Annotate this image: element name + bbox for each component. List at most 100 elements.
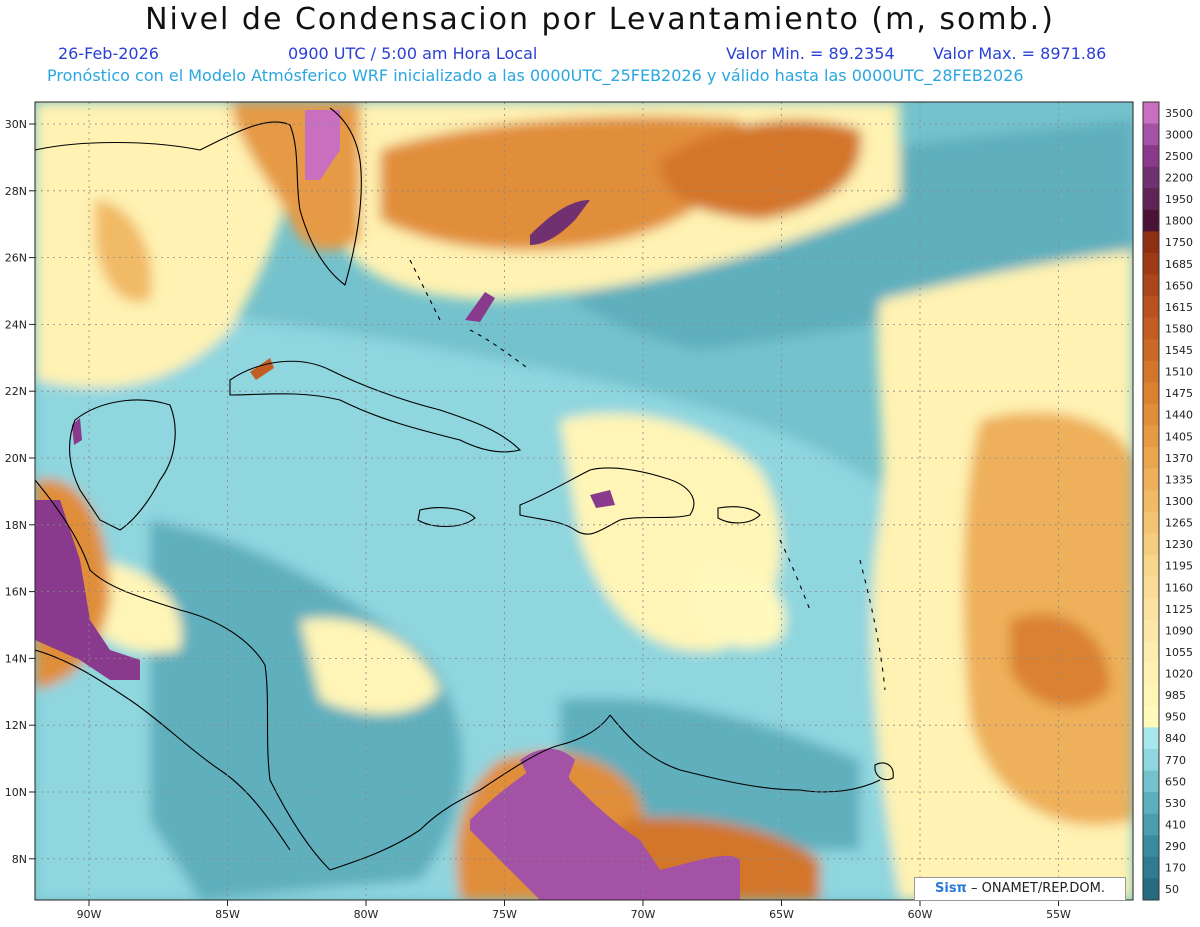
field-smooth: [35, 102, 1133, 900]
field-purple-ca: [35, 500, 140, 680]
colorbar-swatch: [1143, 792, 1159, 815]
colorbar-label: 3000: [1165, 128, 1193, 141]
lat-tick-label: 30N: [5, 118, 27, 131]
colorbar-label: 410: [1165, 819, 1186, 832]
colorbar-swatch: [1143, 468, 1159, 491]
colorbar-label: 2500: [1165, 150, 1193, 163]
field-orange-gulf: [95, 200, 152, 302]
colorbar-swatch: [1143, 619, 1159, 642]
colorbar-label: 1750: [1165, 236, 1193, 249]
lat-tick-label: 28N: [5, 185, 27, 198]
colorbar-swatch: [1143, 684, 1159, 707]
coast-trinidad: [874, 762, 894, 781]
value-max: Valor Max. = 8971.86: [933, 44, 1107, 63]
colorbar-label: 1125: [1165, 603, 1193, 616]
colorbar-label: 1510: [1165, 366, 1193, 379]
field-purple-sa2: [520, 748, 575, 800]
forecast-description: Pronóstico con el Modelo Atmósferico WRF…: [47, 66, 1024, 85]
colorbar-swatch: [1143, 705, 1159, 728]
colorbar-swatch: [1143, 490, 1159, 513]
coast-cuba: [229, 360, 522, 453]
forecast-date: 26-Feb-2026: [58, 44, 159, 63]
branding-text: – ONAMET/REP.DOM.: [966, 881, 1105, 896]
colorbar-swatch: [1143, 317, 1159, 340]
lat-tick-label: 24N: [5, 318, 27, 331]
colorbar-label: 950: [1165, 711, 1186, 724]
colorbar-label: 1440: [1165, 409, 1193, 422]
coast-lesser-antilles-2: [859, 559, 886, 691]
colorbar-swatch: [1143, 749, 1159, 772]
field-purple-yucatan: [72, 418, 82, 445]
map-field: [35, 102, 1133, 900]
lon-tick-label: 90W: [77, 908, 102, 921]
colorbar-label: 1950: [1165, 193, 1193, 206]
coast-colombia-caribbean: [329, 714, 611, 871]
field-orange-east2: [1010, 613, 1110, 708]
colorbar-swatch: [1143, 447, 1159, 470]
colorbar-swatch: [1143, 339, 1159, 362]
lat-tick-label: 14N: [5, 652, 27, 665]
coast-hispaniola: [519, 467, 695, 535]
colorbar-label: 1195: [1165, 560, 1193, 573]
field-purple-atl: [530, 200, 590, 245]
colorbar-swatch: [1143, 554, 1159, 577]
chart-title: Nivel de Condensacion por Levantamiento …: [145, 2, 1055, 37]
value-min: Valor Min. = 89.2354: [726, 44, 895, 63]
colorbar-swatch: [1143, 231, 1159, 254]
colorbar-swatch: [1143, 145, 1159, 168]
colorbar-label: 1265: [1165, 517, 1193, 530]
colorbar-label: 840: [1165, 732, 1186, 745]
colorbar-swatch: [1143, 576, 1159, 599]
colorbar-swatch: [1143, 727, 1159, 750]
field-purple-hispaniola: [590, 490, 615, 508]
colorbar-label: 1405: [1165, 430, 1193, 443]
colorbar-swatch: [1143, 511, 1159, 534]
map-frame: [34, 101, 1134, 901]
colorbar-swatch: [1143, 878, 1159, 901]
colorbar-swatch: [1143, 641, 1159, 664]
colorbar-label: 1685: [1165, 258, 1193, 271]
colorbar: 3500 3000 2500 2200 1950 1800 1750 1685 1650 1615…: [1142, 101, 1193, 901]
colorbar-swatch: [1143, 813, 1159, 836]
colorbar-label: 985: [1165, 689, 1186, 702]
colorbar-label: 50: [1165, 883, 1179, 896]
colorbar-label: 1335: [1165, 473, 1193, 486]
lat-tick-label: 12N: [5, 719, 27, 732]
colorbar-label: 530: [1165, 797, 1186, 810]
colorbar-label: 1615: [1165, 301, 1193, 314]
colorbar-label: 770: [1165, 754, 1186, 767]
colorbar-swatch: [1143, 533, 1159, 556]
field-orange-north: [380, 116, 744, 251]
coast-bahamas-2: [469, 329, 531, 371]
lat-tick-label: 20N: [5, 452, 27, 465]
branding: Sisπ – ONAMET/REP.DOM.: [914, 877, 1126, 901]
colorbar-swatch: [1143, 166, 1159, 189]
colorbar-label: 1230: [1165, 538, 1193, 551]
lon-tick-label: 60W: [908, 908, 933, 921]
coast-puerto-rico: [717, 506, 761, 524]
field-yellow-c: [300, 618, 440, 714]
lon-tick-label: 85W: [215, 908, 240, 921]
colorbar-label: 3500: [1165, 107, 1193, 120]
colorbar-swatch: [1143, 296, 1159, 319]
field-yellow-gulf: [35, 102, 300, 388]
lon-tick-label: 80W: [354, 908, 379, 921]
forecast-time: 0900 UTC / 5:00 am Hora Local: [288, 44, 538, 63]
coast-central-america-pacific: [35, 649, 291, 851]
colorbar-label: 2200: [1165, 171, 1193, 184]
field-orange-ne: [660, 120, 862, 220]
lat-tick-label: 16N: [5, 586, 27, 599]
colorbar-frame: [1142, 101, 1160, 901]
lat-tick-label: 26N: [5, 252, 27, 265]
colorbar-swatch: [1143, 382, 1159, 405]
colorbar-label: 1800: [1165, 215, 1193, 228]
colorbar-swatch: [1143, 770, 1159, 793]
colorbar-label: 1090: [1165, 624, 1193, 637]
colorbar-swatch: [1143, 360, 1159, 383]
sispi-logo: Sisπ: [935, 881, 967, 896]
colorbar-label: 1370: [1165, 452, 1193, 465]
coast-yucatan: [69, 399, 176, 531]
colorbar-swatch: [1143, 102, 1159, 125]
colorbar-swatch: [1143, 209, 1159, 232]
